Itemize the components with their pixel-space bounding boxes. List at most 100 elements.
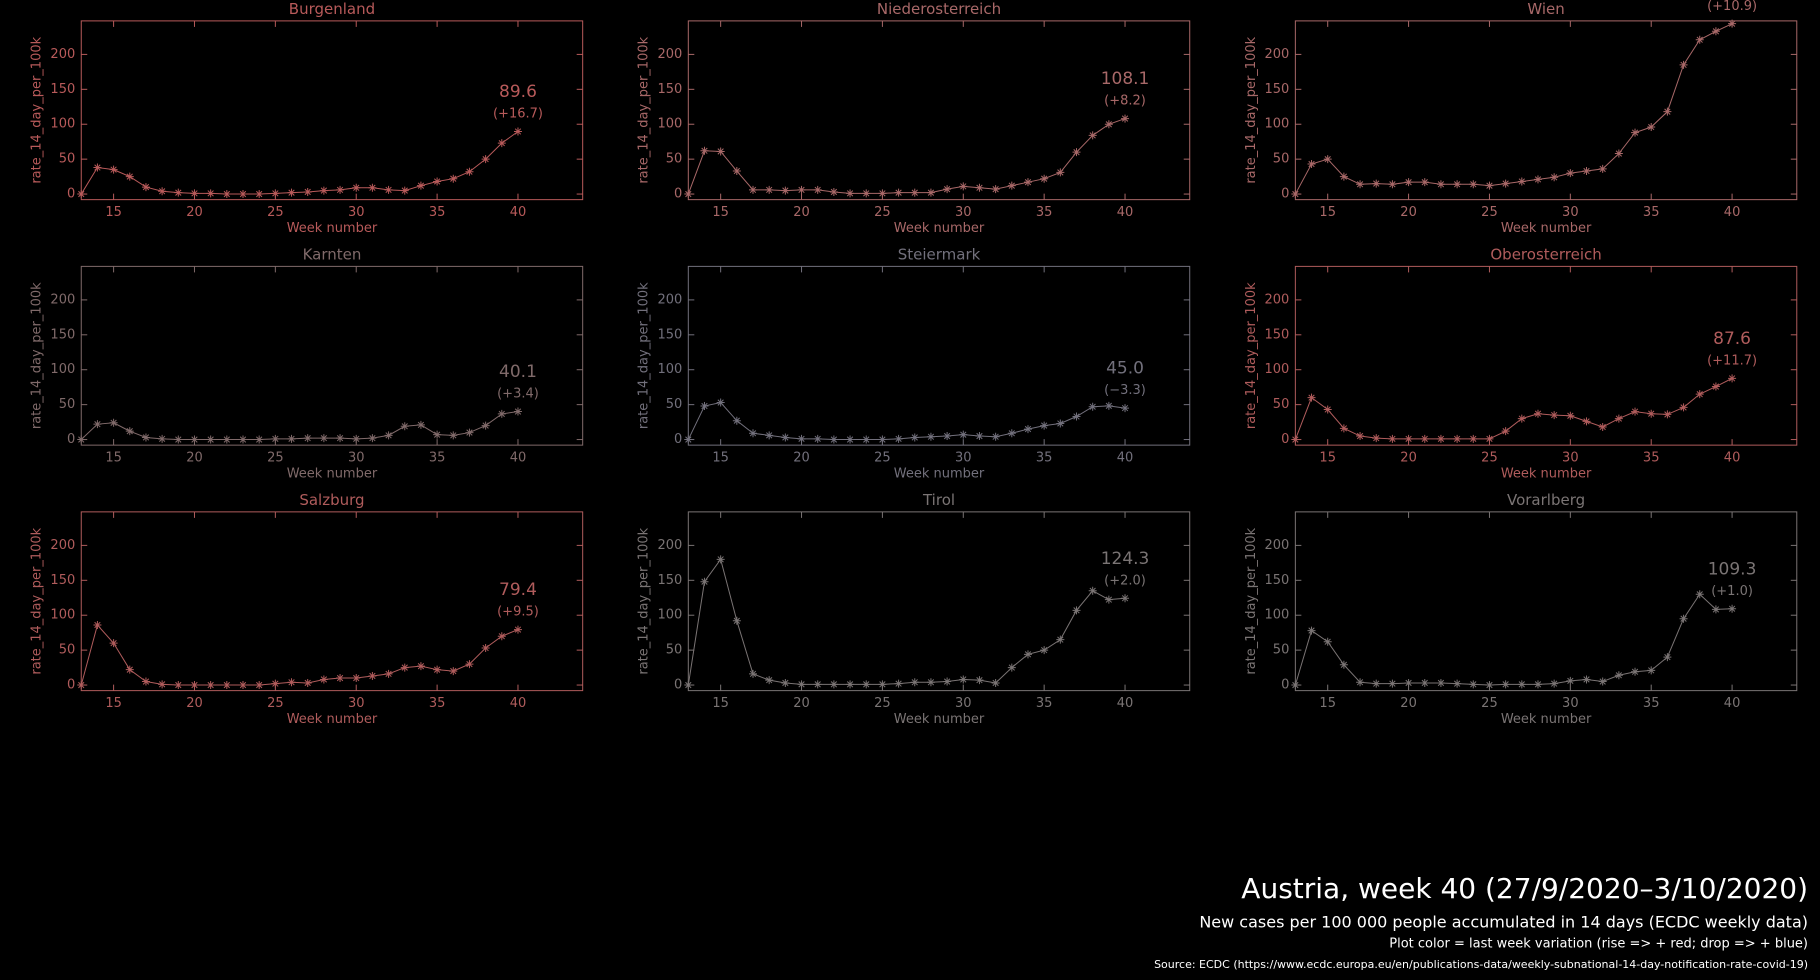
data-point xyxy=(1566,676,1575,685)
data-point xyxy=(1007,663,1016,672)
data-point xyxy=(1323,405,1332,414)
data-point xyxy=(749,669,758,678)
data-point xyxy=(77,435,86,444)
x-axis-label: Week number xyxy=(1501,467,1592,482)
data-point xyxy=(749,185,758,194)
data-point xyxy=(141,183,150,192)
data-point xyxy=(1072,606,1081,615)
x-axis-label: Week number xyxy=(1501,712,1592,727)
x-tick-label: 40 xyxy=(1724,450,1741,465)
x-axis-label: Week number xyxy=(287,712,378,727)
x-tick-label: 20 xyxy=(186,205,203,220)
data-point xyxy=(158,680,167,689)
data-point xyxy=(1517,177,1526,186)
data-point xyxy=(1631,128,1640,137)
y-tick-label: 50 xyxy=(1273,152,1290,167)
annotation: (+9.5) xyxy=(497,605,539,620)
data-point xyxy=(400,422,409,431)
data-point xyxy=(1453,434,1462,443)
data-point xyxy=(239,435,248,444)
annotation: (+3.4) xyxy=(497,387,539,402)
data-point xyxy=(125,427,134,436)
data-point xyxy=(271,189,280,198)
plot-frame xyxy=(687,20,1191,201)
data-point xyxy=(1485,434,1494,443)
x-tick-label: 20 xyxy=(1400,450,1417,465)
data-point xyxy=(1695,390,1704,399)
x-axis-label: Week number xyxy=(287,221,378,236)
plot-frame xyxy=(687,265,1191,446)
x-tick-label: 15 xyxy=(105,696,122,711)
y-tick-label: 200 xyxy=(1265,292,1290,307)
x-tick-label: 40 xyxy=(1724,696,1741,711)
data-point xyxy=(513,625,522,634)
data-point xyxy=(943,432,952,441)
plot-frame xyxy=(80,20,584,201)
x-tick-label: 25 xyxy=(267,450,284,465)
data-point xyxy=(1388,180,1397,189)
data-point xyxy=(975,183,984,192)
data-point xyxy=(1339,660,1348,669)
data-point xyxy=(1436,678,1445,687)
data-point xyxy=(497,632,506,641)
data-point xyxy=(829,187,838,196)
y-axis-label: rate_14_day_per_100k xyxy=(30,527,45,674)
data-point xyxy=(1291,435,1300,444)
data-point xyxy=(732,167,741,176)
footer-source: Source: ECDC (https://www.ecdc.europa.eu… xyxy=(1154,958,1808,971)
data-point xyxy=(926,188,935,197)
data-point xyxy=(1291,681,1300,690)
plot-frame xyxy=(687,511,1191,692)
data-point xyxy=(1088,402,1097,411)
plot-frame xyxy=(80,265,584,446)
data-point xyxy=(1420,178,1429,187)
data-point xyxy=(1566,411,1575,420)
data-point xyxy=(926,432,935,441)
data-point xyxy=(1550,679,1559,688)
annotation: (+2.0) xyxy=(1104,573,1146,588)
data-point xyxy=(1728,604,1737,613)
data-point xyxy=(878,435,887,444)
data-point xyxy=(141,677,150,686)
data-point xyxy=(1104,595,1113,604)
data-point xyxy=(765,431,774,440)
y-tick-label: 150 xyxy=(50,327,75,342)
x-tick-label: 30 xyxy=(955,205,972,220)
data-point xyxy=(319,675,328,684)
data-point xyxy=(1088,131,1097,140)
data-point xyxy=(684,435,693,444)
chart-title: Salzburg xyxy=(299,491,364,509)
data-point xyxy=(1104,401,1113,410)
y-axis-label: rate_14_day_per_100k xyxy=(637,282,652,429)
x-tick-label: 35 xyxy=(1643,205,1660,220)
data-point xyxy=(1598,164,1607,173)
y-tick-label: 0 xyxy=(1281,187,1289,202)
data-line xyxy=(80,411,519,441)
data-point xyxy=(1291,190,1300,199)
y-tick-label: 0 xyxy=(674,432,682,447)
data-point xyxy=(336,185,345,194)
annotation: (−3.3) xyxy=(1104,383,1146,398)
data-point xyxy=(716,555,725,564)
y-tick-label: 150 xyxy=(657,82,682,97)
y-tick-label: 150 xyxy=(1265,82,1290,97)
data-point xyxy=(303,434,312,443)
data-point xyxy=(1388,679,1397,688)
data-point xyxy=(1679,403,1688,412)
data-point xyxy=(846,680,855,689)
data-point xyxy=(781,433,790,442)
y-tick-label: 150 xyxy=(657,327,682,342)
data-point xyxy=(239,190,248,199)
y-tick-label: 150 xyxy=(1265,327,1290,342)
chart-title: Burgenland xyxy=(289,0,375,18)
annotation: 40.1 xyxy=(499,362,537,382)
data-point xyxy=(846,435,855,444)
footer-note: Plot color = last week variation (rise =… xyxy=(1389,937,1808,952)
data-point xyxy=(862,680,871,689)
x-tick-label: 25 xyxy=(874,696,891,711)
x-tick-label: 30 xyxy=(1562,696,1579,711)
data-point xyxy=(481,644,490,653)
data-line xyxy=(687,118,1126,195)
chart-title: Niederosterreich xyxy=(877,0,1001,18)
